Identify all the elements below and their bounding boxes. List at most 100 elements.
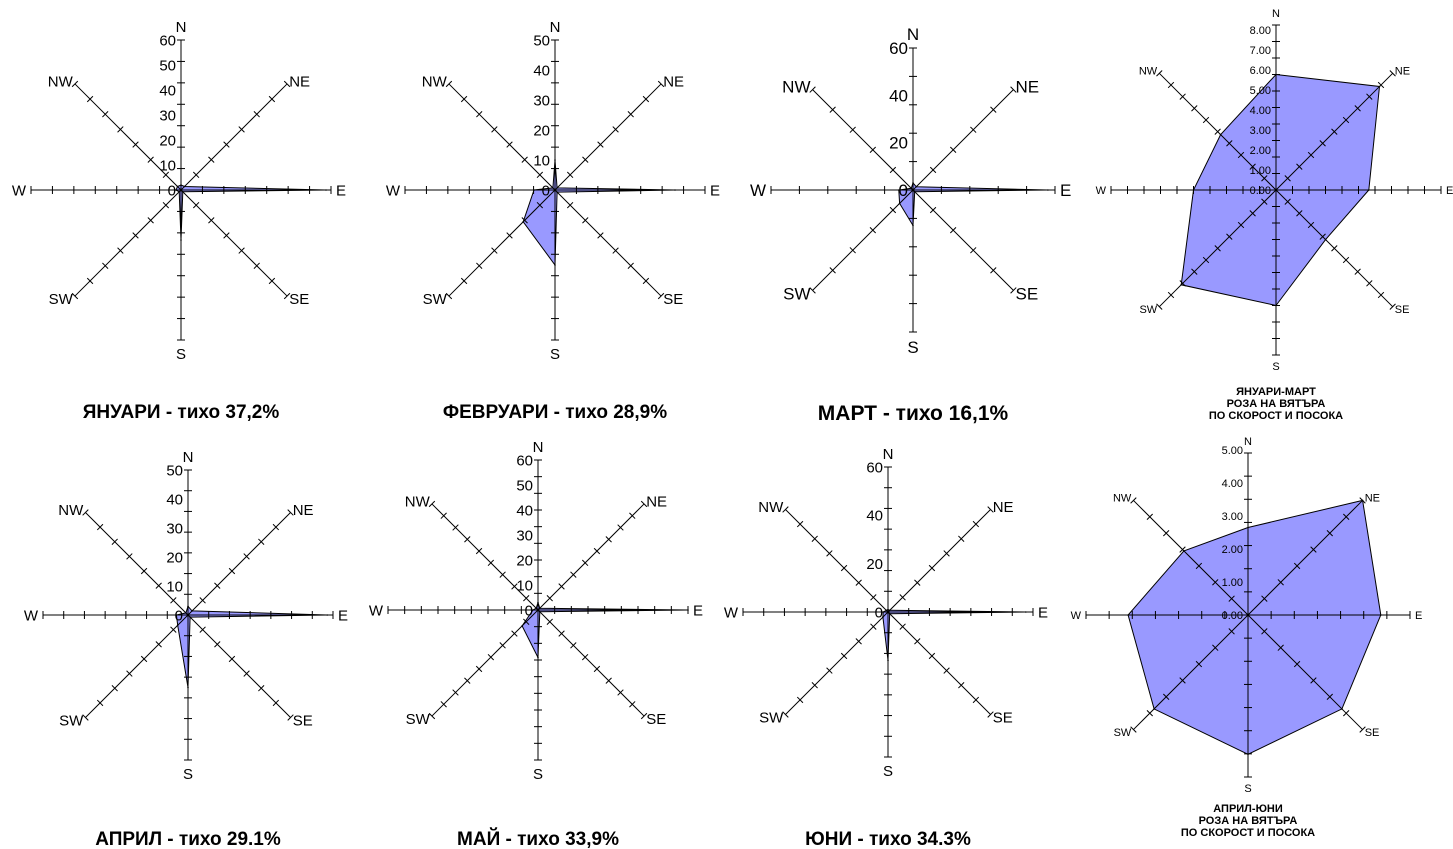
direction-label-w: W: [12, 182, 27, 199]
axis-ne: [887, 509, 991, 613]
direction-label-w: W: [724, 604, 739, 621]
direction-label-w: W: [750, 181, 766, 200]
axis-tick: [1331, 128, 1338, 135]
axis-tick: [238, 126, 245, 133]
axis-tick: [642, 277, 650, 285]
axis-se: [537, 609, 645, 717]
direction-label-nw: NW: [1139, 66, 1158, 78]
direction-label-s: S: [183, 766, 193, 783]
chart-caption-line: ЮНИ - тихо 34.3%: [805, 829, 971, 849]
direction-label-w: W: [1096, 185, 1107, 197]
axis-ne: [537, 503, 645, 611]
axis-se: [1247, 614, 1363, 730]
direction-label-e: E: [1415, 610, 1422, 622]
axis-se: [554, 189, 662, 297]
direction-label-ne: NE: [1016, 78, 1040, 97]
axis-tick: [826, 667, 833, 674]
axis-tick: [521, 217, 528, 224]
radial-tick-label: 20: [533, 122, 550, 139]
axis-tick: [272, 699, 280, 707]
axis-tick: [782, 711, 789, 718]
axis-tick: [475, 665, 483, 673]
direction-label-n: N: [176, 19, 187, 36]
axis-tick: [111, 685, 118, 692]
direction-label-s: S: [176, 346, 186, 363]
axis-se: [187, 614, 291, 718]
axis-tick: [949, 226, 957, 234]
axis-tick: [972, 520, 980, 528]
axis-tick: [199, 626, 206, 633]
axis-tick: [657, 292, 665, 300]
radial-tick-label: 0: [542, 182, 550, 199]
axis-tick: [536, 201, 544, 209]
wind-polygon: [882, 609, 1026, 661]
axis-tick: [253, 111, 260, 118]
axis-tick: [511, 630, 518, 637]
axis-tick: [506, 141, 513, 148]
radial-tick-label: 40: [159, 82, 176, 99]
axis-tick: [1249, 210, 1256, 217]
wind-rose-chart-2: N NE E SE S SW W NW 50 40 30 20 10 0 ФЕВРУАРИ - тихо 2…: [386, 19, 720, 423]
axis-tick: [268, 277, 276, 285]
axis-tick: [1261, 175, 1268, 182]
axis-tick: [617, 524, 624, 531]
axis-tick: [1366, 280, 1373, 287]
axis-tick: [287, 714, 294, 721]
axis-tick: [1146, 513, 1153, 520]
axis-tick: [283, 292, 291, 300]
radial-tick-label: 20: [166, 549, 183, 566]
radial-tick-label: 50: [516, 477, 533, 494]
axis-tick: [1202, 116, 1210, 124]
axis-tick: [1179, 280, 1186, 287]
radial-tick-label: 30: [159, 107, 176, 124]
axis-tick: [208, 217, 215, 224]
chart-caption-line: ПО СКОРОСТ И ПОСОКА: [1181, 827, 1315, 839]
axis-tick: [268, 95, 276, 103]
axis-tick: [523, 595, 530, 602]
axis-tick: [782, 506, 789, 513]
axis-sw: [785, 611, 889, 715]
direction-label-se: SE: [993, 710, 1013, 727]
axis-tick: [536, 171, 544, 179]
wind-rose-chart-3: N NE E SE S SW W NW 60 40 20 0 МАРТ - тихо 16,1%: [750, 25, 1071, 425]
axis-tick: [914, 638, 921, 645]
axis-tick: [1284, 198, 1291, 205]
chart-caption-line: ПО СКОРОСТ И ПОСОКА: [1209, 410, 1343, 422]
radial-tick-label: 40: [533, 62, 550, 79]
direction-label-sw: SW: [49, 291, 74, 308]
radial-tick-label: 40: [866, 508, 883, 525]
axis-nw: [74, 83, 182, 191]
radial-tick-label: 3.00: [1250, 125, 1271, 137]
axis-ne: [554, 83, 662, 191]
direction-label-se: SE: [646, 711, 666, 728]
axis-nw: [812, 89, 914, 191]
axis-tick: [1179, 93, 1186, 100]
axis-tick: [1214, 128, 1221, 135]
axis-tick: [1010, 86, 1017, 93]
axis-tick: [640, 712, 648, 720]
axis-tick: [566, 201, 574, 209]
radial-tick-label: 30: [166, 520, 183, 537]
axis-tick: [1326, 529, 1334, 537]
axis-tick: [1179, 677, 1186, 684]
axis-tick: [1162, 529, 1170, 537]
radial-tick-label: 7.00: [1250, 45, 1271, 57]
axis-tick: [1389, 303, 1396, 310]
axis-tick: [829, 106, 836, 113]
axis-tick: [943, 667, 950, 674]
axis-tick: [214, 641, 221, 648]
axis-tick: [228, 655, 236, 663]
direction-label-ne: NE: [646, 493, 667, 510]
axis-tick: [506, 232, 513, 239]
direction-label-se: SE: [1365, 727, 1380, 739]
axis-tick: [96, 699, 104, 707]
axis-tick: [511, 583, 518, 590]
axis-tick: [487, 559, 495, 567]
axis-tick: [970, 126, 977, 133]
axis-tick: [1319, 140, 1326, 147]
axis-tick: [452, 524, 459, 531]
wind-polygon: [175, 605, 328, 688]
axis-se: [180, 189, 288, 297]
radial-tick-label: 20: [516, 552, 533, 569]
axis-tick: [1226, 233, 1233, 240]
